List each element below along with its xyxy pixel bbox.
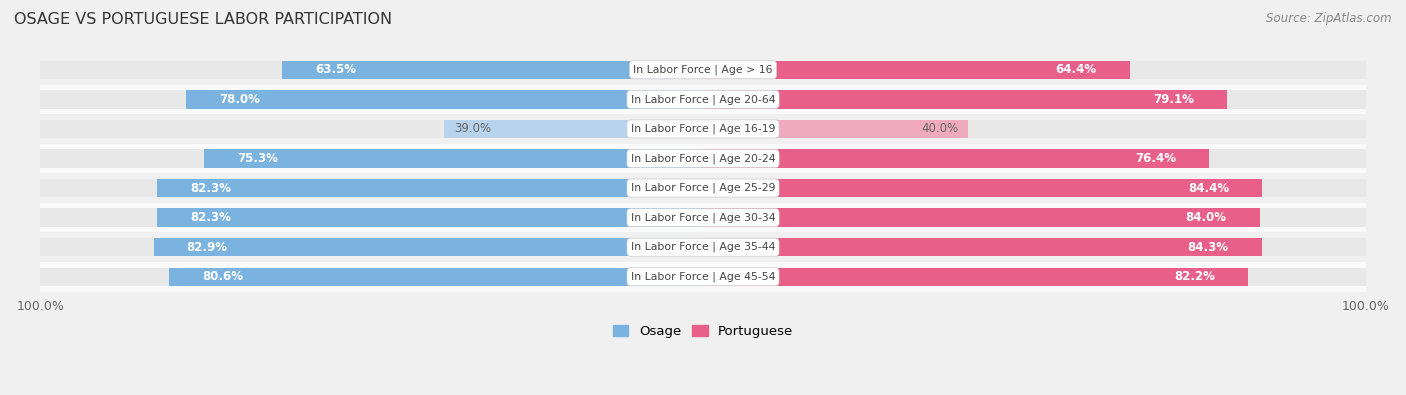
- Bar: [703, 60, 1130, 79]
- Bar: [41, 114, 1365, 144]
- Bar: [41, 232, 1365, 262]
- Bar: [703, 209, 1260, 227]
- Text: In Labor Force | Age 20-64: In Labor Force | Age 20-64: [631, 94, 775, 105]
- Bar: [703, 120, 969, 138]
- Bar: [41, 209, 703, 227]
- Text: OSAGE VS PORTUGUESE LABOR PARTICIPATION: OSAGE VS PORTUGUESE LABOR PARTICIPATION: [14, 12, 392, 27]
- Bar: [41, 262, 1365, 292]
- Bar: [703, 90, 1365, 109]
- Bar: [703, 179, 1365, 197]
- Bar: [703, 149, 1209, 167]
- Bar: [703, 179, 1263, 197]
- Bar: [153, 238, 703, 256]
- Text: Source: ZipAtlas.com: Source: ZipAtlas.com: [1267, 12, 1392, 25]
- Bar: [703, 209, 1365, 227]
- Bar: [41, 60, 703, 79]
- Text: In Labor Force | Age 16-19: In Labor Force | Age 16-19: [631, 124, 775, 134]
- Text: 79.1%: 79.1%: [1153, 93, 1194, 106]
- Bar: [703, 267, 1365, 286]
- Bar: [41, 144, 1365, 173]
- Text: 82.3%: 82.3%: [191, 182, 232, 195]
- Text: 84.4%: 84.4%: [1188, 182, 1229, 195]
- Bar: [169, 267, 703, 286]
- Bar: [703, 90, 1227, 109]
- Bar: [41, 179, 703, 197]
- Text: 80.6%: 80.6%: [202, 270, 243, 283]
- Text: In Labor Force | Age 45-54: In Labor Force | Age 45-54: [631, 271, 775, 282]
- Bar: [41, 267, 703, 286]
- Text: 64.4%: 64.4%: [1056, 63, 1097, 76]
- Bar: [41, 203, 1365, 232]
- Bar: [41, 238, 703, 256]
- Legend: Osage, Portuguese: Osage, Portuguese: [607, 320, 799, 343]
- Text: 82.9%: 82.9%: [187, 241, 228, 254]
- Text: 84.3%: 84.3%: [1188, 241, 1229, 254]
- Text: 82.3%: 82.3%: [191, 211, 232, 224]
- Bar: [157, 209, 703, 227]
- Bar: [703, 120, 1365, 138]
- Bar: [204, 149, 703, 167]
- Bar: [703, 149, 1365, 167]
- Text: In Labor Force | Age > 16: In Labor Force | Age > 16: [633, 64, 773, 75]
- Text: 39.0%: 39.0%: [454, 122, 492, 135]
- Text: 84.0%: 84.0%: [1185, 211, 1226, 224]
- Text: 40.0%: 40.0%: [921, 122, 957, 135]
- Text: 76.4%: 76.4%: [1135, 152, 1177, 165]
- Bar: [41, 85, 1365, 114]
- Bar: [41, 90, 703, 109]
- Text: In Labor Force | Age 35-44: In Labor Force | Age 35-44: [631, 242, 775, 252]
- Text: 78.0%: 78.0%: [219, 93, 260, 106]
- Bar: [41, 149, 703, 167]
- Bar: [41, 55, 1365, 85]
- Text: In Labor Force | Age 25-29: In Labor Force | Age 25-29: [631, 183, 775, 193]
- Text: 75.3%: 75.3%: [238, 152, 278, 165]
- Bar: [703, 60, 1365, 79]
- Text: 63.5%: 63.5%: [315, 63, 356, 76]
- Text: In Labor Force | Age 30-34: In Labor Force | Age 30-34: [631, 213, 775, 223]
- Text: 82.2%: 82.2%: [1174, 270, 1215, 283]
- Bar: [703, 238, 1261, 256]
- Bar: [41, 173, 1365, 203]
- Bar: [41, 120, 703, 138]
- Bar: [444, 120, 703, 138]
- Bar: [703, 238, 1365, 256]
- Bar: [703, 267, 1249, 286]
- Bar: [186, 90, 703, 109]
- Bar: [157, 179, 703, 197]
- Bar: [283, 60, 703, 79]
- Text: In Labor Force | Age 20-24: In Labor Force | Age 20-24: [631, 153, 775, 164]
